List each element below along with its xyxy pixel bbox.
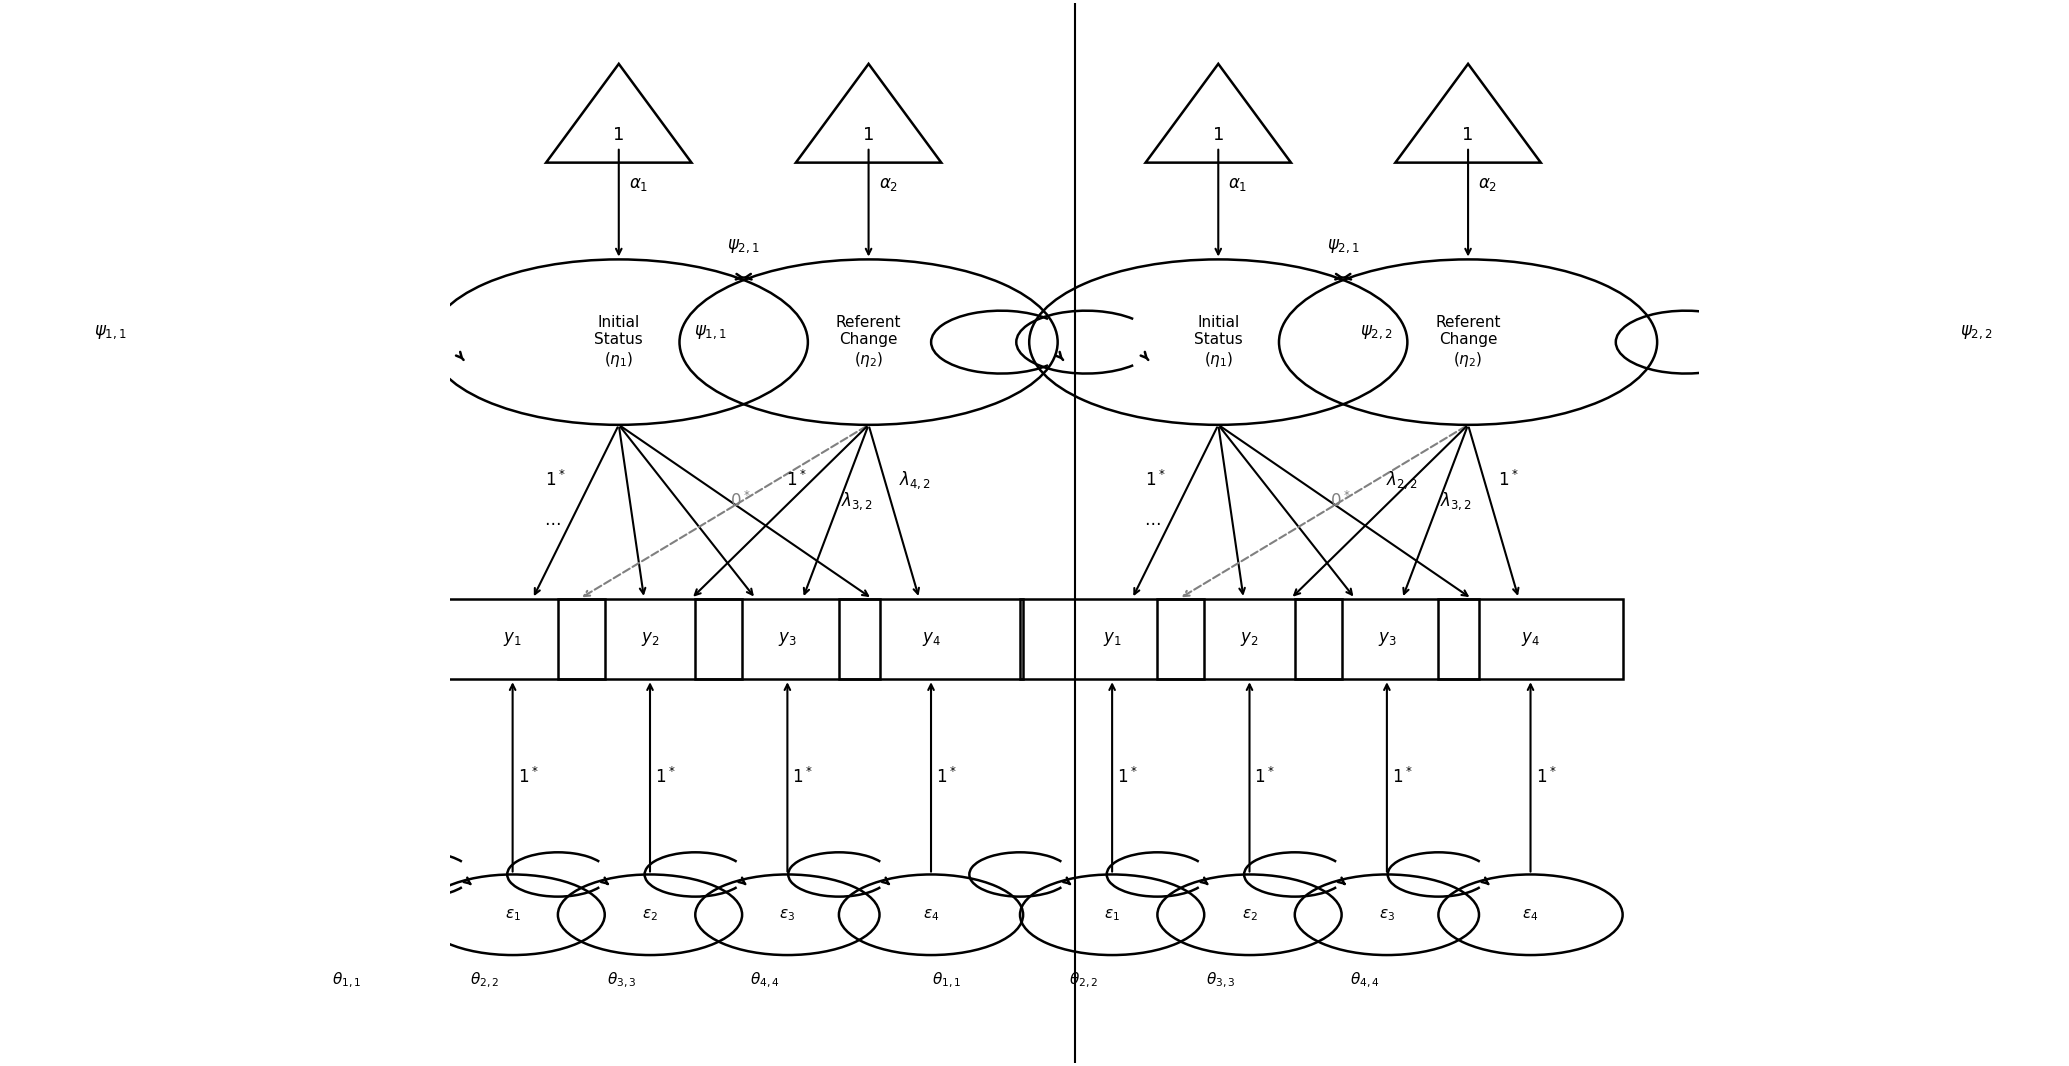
Bar <box>695 599 879 679</box>
Text: $\alpha_2$: $\alpha_2$ <box>1477 175 1498 193</box>
Text: $y_1$: $y_1$ <box>503 630 521 648</box>
Text: $\alpha_1$: $\alpha_1$ <box>1229 175 1248 193</box>
Text: Initial
Status
($\eta_1$): Initial Status ($\eta_1$) <box>1194 316 1243 369</box>
Text: $\theta_{2,2}$: $\theta_{2,2}$ <box>470 971 499 990</box>
Text: $y_4$: $y_4$ <box>921 630 941 648</box>
Text: $\theta_{4,4}$: $\theta_{4,4}$ <box>1349 971 1380 990</box>
Text: $\lambda_{3,2}$: $\lambda_{3,2}$ <box>840 490 873 512</box>
Text: $\psi_{2,1}$: $\psi_{2,1}$ <box>1326 238 1359 255</box>
Text: $\theta_{4,4}$: $\theta_{4,4}$ <box>751 971 780 990</box>
Text: $\varepsilon_4$: $\varepsilon_4$ <box>923 907 939 922</box>
Text: $1^*$: $1^*$ <box>1535 766 1556 787</box>
Text: $\alpha_1$: $\alpha_1$ <box>629 175 648 193</box>
Text: $1^*$: $1^*$ <box>935 766 956 787</box>
Text: $1^*$: $1^*$ <box>1144 470 1165 490</box>
Text: $\varepsilon_4$: $\varepsilon_4$ <box>1523 907 1539 922</box>
Text: 1: 1 <box>1212 127 1225 144</box>
Text: $\varepsilon_3$: $\varepsilon_3$ <box>780 907 794 922</box>
Text: $y_3$: $y_3$ <box>778 630 797 648</box>
Text: $0^*$: $0^*$ <box>1330 491 1351 512</box>
Text: $\lambda_{2,2}$: $\lambda_{2,2}$ <box>1386 469 1417 490</box>
Text: $\varepsilon_2$: $\varepsilon_2$ <box>1241 907 1258 922</box>
Text: $\theta_{3,3}$: $\theta_{3,3}$ <box>606 971 637 990</box>
Text: $1^*$: $1^*$ <box>786 470 807 490</box>
Text: $1^*$: $1^*$ <box>546 470 565 490</box>
Text: 1: 1 <box>612 127 625 144</box>
Text: Initial
Status
($\eta_1$): Initial Status ($\eta_1$) <box>594 316 643 369</box>
Text: $\theta_{1,1}$: $\theta_{1,1}$ <box>333 971 362 990</box>
Text: $\alpha_2$: $\alpha_2$ <box>879 175 898 193</box>
Text: $\psi_{2,1}$: $\psi_{2,1}$ <box>728 238 759 255</box>
Text: $\psi_{1,1}$: $\psi_{1,1}$ <box>95 323 126 340</box>
Text: $\theta_{2,2}$: $\theta_{2,2}$ <box>1070 971 1099 990</box>
Bar <box>420 599 604 679</box>
Text: $\psi_{2,2}$: $\psi_{2,2}$ <box>1359 323 1392 340</box>
Text: $\theta_{3,3}$: $\theta_{3,3}$ <box>1206 971 1235 990</box>
Text: $1^*$: $1^*$ <box>1117 766 1138 787</box>
Text: 1: 1 <box>1463 127 1473 144</box>
Text: $1^*$: $1^*$ <box>792 766 813 787</box>
Text: Referent
Change
($\eta_2$): Referent Change ($\eta_2$) <box>836 316 902 369</box>
Text: $1^*$: $1^*$ <box>517 766 538 787</box>
Bar <box>1157 599 1341 679</box>
Text: $0^*$: $0^*$ <box>730 491 751 512</box>
Text: $1^*$: $1^*$ <box>1498 470 1519 490</box>
Text: 1: 1 <box>863 127 875 144</box>
Text: $y_2$: $y_2$ <box>641 630 660 648</box>
Text: $\varepsilon_2$: $\varepsilon_2$ <box>641 907 658 922</box>
Text: $\varepsilon_1$: $\varepsilon_1$ <box>1105 907 1119 922</box>
Text: $y_2$: $y_2$ <box>1239 630 1258 648</box>
Text: $y_4$: $y_4$ <box>1521 630 1539 648</box>
Text: $\psi_{2,2}$: $\psi_{2,2}$ <box>1959 323 1992 340</box>
Text: $\lambda_{4,2}$: $\lambda_{4,2}$ <box>898 469 931 490</box>
Bar <box>838 599 1024 679</box>
Bar <box>559 599 743 679</box>
Text: $\psi_{1,1}$: $\psi_{1,1}$ <box>693 323 726 340</box>
Bar <box>1020 599 1204 679</box>
Text: $y_1$: $y_1$ <box>1103 630 1121 648</box>
Text: $\cdots$: $\cdots$ <box>544 514 561 531</box>
Text: $\varepsilon_3$: $\varepsilon_3$ <box>1378 907 1395 922</box>
Text: $1^*$: $1^*$ <box>656 766 674 787</box>
Bar <box>1438 599 1622 679</box>
Text: $1^*$: $1^*$ <box>1254 766 1275 787</box>
Text: $\cdots$: $\cdots$ <box>1144 514 1161 531</box>
Bar <box>1295 599 1479 679</box>
Text: $\lambda_{3,2}$: $\lambda_{3,2}$ <box>1440 490 1473 512</box>
Text: $\varepsilon_1$: $\varepsilon_1$ <box>505 907 521 922</box>
Text: $\theta_{1,1}$: $\theta_{1,1}$ <box>931 971 960 990</box>
Text: Referent
Change
($\eta_2$): Referent Change ($\eta_2$) <box>1436 316 1500 369</box>
Text: $y_3$: $y_3$ <box>1378 630 1397 648</box>
Text: $1^*$: $1^*$ <box>1392 766 1413 787</box>
